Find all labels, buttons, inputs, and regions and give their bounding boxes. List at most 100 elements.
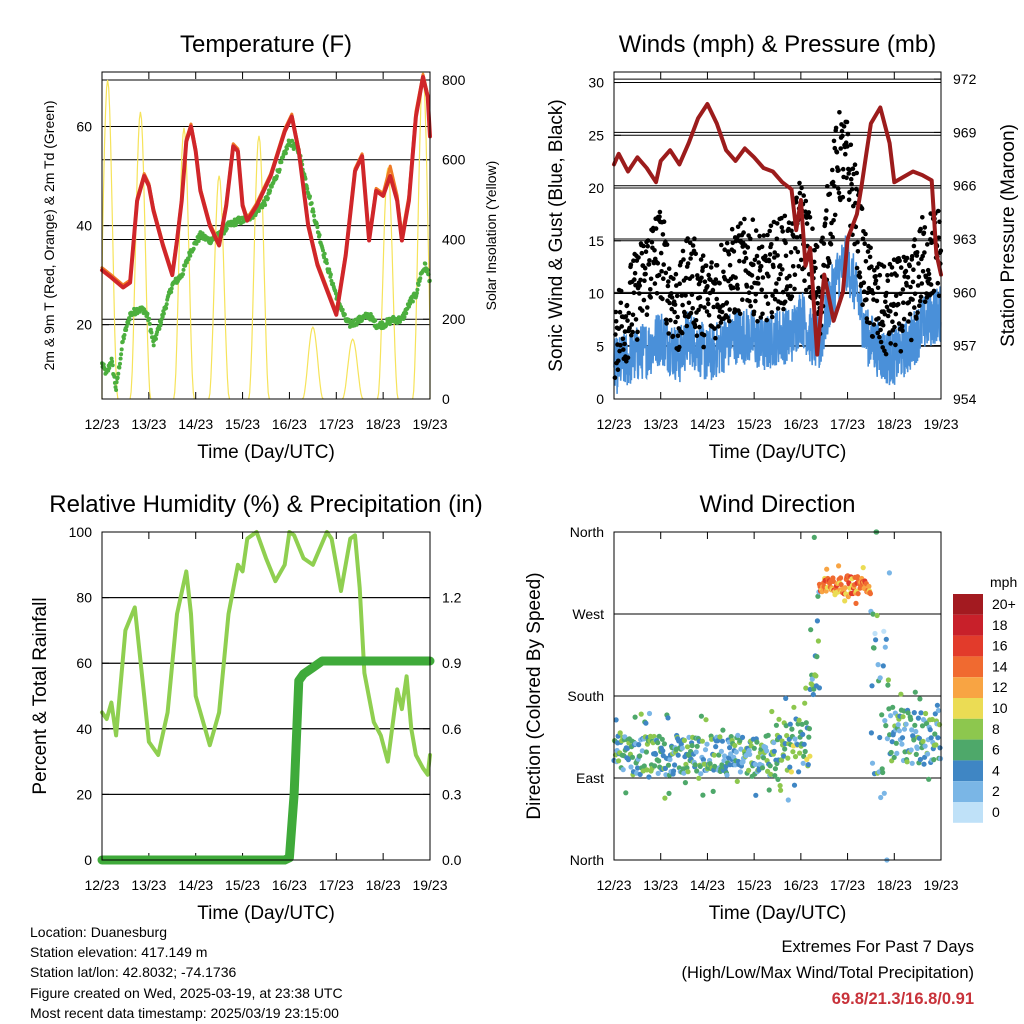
direction-point	[805, 762, 811, 768]
gust-point	[828, 242, 834, 247]
chart-title: Winds (mph) & Pressure (mb)	[619, 31, 936, 58]
legend-label: 10	[992, 700, 1008, 716]
td-point	[161, 311, 166, 316]
gust-point	[844, 119, 850, 125]
gust-point	[901, 316, 907, 322]
direction-point	[937, 745, 943, 751]
gust-point	[847, 190, 852, 195]
gust-point	[825, 184, 830, 189]
gust-point	[744, 284, 750, 289]
x-tick-label: 14/23	[690, 416, 725, 432]
gust-point	[827, 191, 833, 197]
td-point	[110, 363, 115, 368]
gust-point	[688, 256, 693, 261]
td-point	[285, 146, 289, 151]
direction-point	[804, 756, 810, 763]
td-point	[415, 287, 420, 292]
direction-point	[666, 790, 672, 797]
td-point	[322, 251, 327, 256]
gust-point	[652, 281, 658, 286]
gust-point	[917, 298, 923, 304]
gust-point	[698, 257, 704, 262]
gust-point	[780, 267, 785, 272]
direction-point	[806, 726, 813, 732]
extremes-subtitle: (High/Low/Max Wind/Total Precipitation)	[681, 964, 974, 982]
gust-point	[764, 317, 769, 323]
gust-point	[869, 264, 874, 270]
direction-point	[802, 748, 808, 755]
gust-point	[664, 242, 670, 247]
gust-point	[893, 311, 899, 317]
y-tick-label: 10	[588, 286, 604, 302]
td-point	[147, 316, 152, 321]
gust-point	[684, 323, 690, 329]
direction-point	[775, 776, 781, 783]
gust-point	[753, 292, 759, 297]
td-point	[342, 312, 347, 317]
gust-point	[852, 162, 858, 167]
gust-point	[680, 302, 685, 308]
y-axis-label: Direction (Colored By Speed)	[524, 572, 545, 819]
gust-point	[713, 335, 718, 341]
gust-point	[820, 235, 825, 241]
y2-tick-label: 966	[953, 178, 977, 194]
gust-point	[666, 279, 671, 284]
solar-day	[208, 175, 231, 400]
gust-point	[704, 309, 710, 314]
gust-point	[860, 236, 866, 242]
direction-point	[792, 754, 799, 760]
direction-point	[932, 711, 938, 717]
gust-point	[769, 310, 775, 315]
direction-point	[899, 741, 905, 747]
plot-frame	[613, 71, 942, 400]
x-tick-label: 19/23	[412, 416, 447, 432]
gust-point	[909, 253, 915, 259]
y-tick-label: 20	[76, 786, 92, 802]
panel-wind_direction: Wind Direction 12/23 13/23 14/23 15/23 16/23 1…	[524, 491, 1017, 924]
direction-point	[894, 750, 900, 757]
gust-point	[738, 221, 743, 226]
gust-point	[825, 264, 830, 269]
td-point	[373, 318, 378, 323]
gust-point	[799, 185, 804, 191]
direction-point	[799, 721, 805, 727]
x-tick-label: 16/23	[272, 877, 307, 893]
direction-point	[880, 769, 886, 776]
gust-point	[612, 375, 618, 381]
gust-point	[888, 341, 893, 346]
gust-point	[883, 351, 889, 357]
direction-point	[704, 741, 710, 747]
td-point	[119, 347, 124, 352]
gust-point	[748, 303, 753, 309]
gust-point	[724, 300, 730, 305]
gust-point	[618, 342, 623, 348]
gust-point	[857, 274, 863, 280]
x-tick-label: 19/23	[923, 416, 958, 432]
gust-point	[877, 334, 882, 340]
gust-point	[652, 248, 657, 253]
direction-point	[702, 747, 709, 753]
td-point	[121, 336, 126, 341]
latlon-text: Station lat/lon: 42.8032; -74.1736	[30, 964, 237, 981]
gust-point	[623, 314, 629, 319]
gust-point	[632, 277, 637, 282]
x-tick-label: 15/23	[737, 877, 772, 893]
gust-point	[714, 263, 720, 268]
gust-point	[770, 293, 775, 298]
direction-point	[767, 763, 773, 769]
gust-point	[806, 210, 812, 215]
gust-point	[663, 270, 669, 276]
direction-point	[623, 790, 629, 796]
gust-point	[729, 226, 735, 232]
gust-point	[630, 329, 635, 335]
direction-point	[717, 734, 723, 740]
direction-point	[935, 735, 941, 741]
y-tick-label: 80	[76, 590, 92, 606]
gust-point	[646, 262, 652, 267]
y-tick-label: 40	[76, 721, 92, 737]
direction-point	[909, 727, 915, 733]
x-tick-label: 12/23	[596, 416, 631, 432]
gust-point	[642, 278, 647, 284]
gust-point	[823, 216, 829, 221]
gust-point	[672, 302, 678, 307]
